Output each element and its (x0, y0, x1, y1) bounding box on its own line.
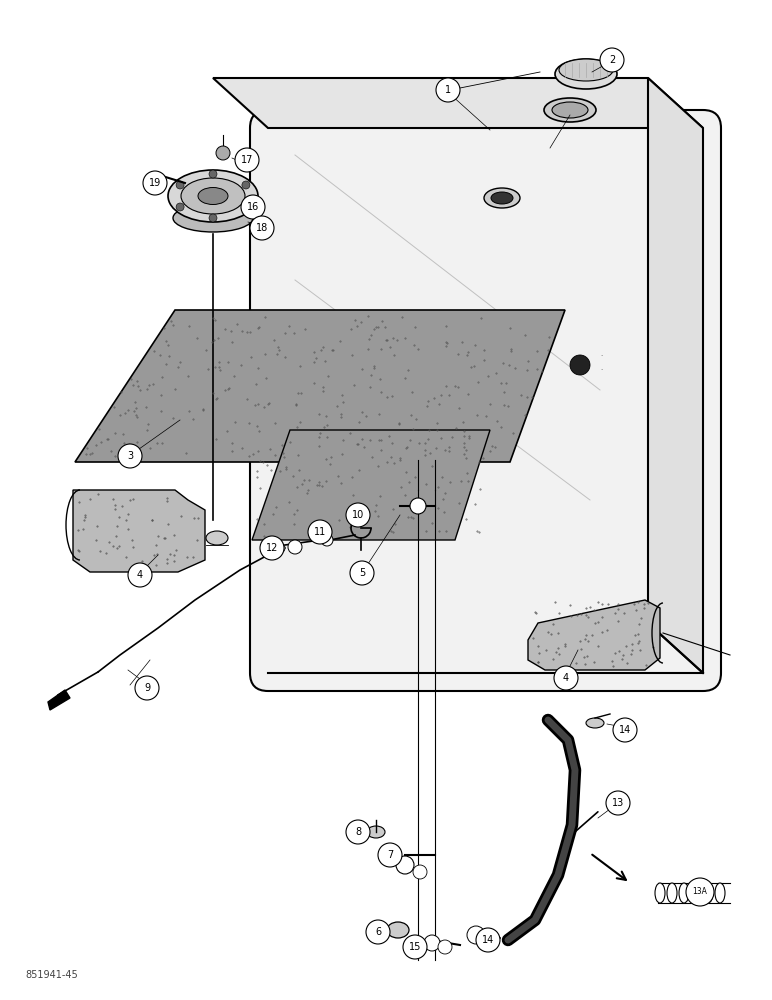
Circle shape (600, 48, 624, 72)
Circle shape (476, 928, 500, 952)
Circle shape (613, 718, 637, 742)
Text: 1: 1 (445, 85, 451, 95)
Circle shape (176, 203, 184, 211)
Polygon shape (73, 490, 205, 572)
Circle shape (241, 195, 265, 219)
Polygon shape (213, 78, 703, 128)
Circle shape (346, 503, 370, 527)
Circle shape (288, 540, 302, 554)
Circle shape (467, 926, 485, 944)
Text: ·: · (600, 353, 602, 359)
Text: 11: 11 (314, 527, 326, 537)
Circle shape (438, 940, 452, 954)
Text: 17: 17 (241, 155, 253, 165)
Polygon shape (528, 600, 660, 670)
Circle shape (396, 856, 414, 874)
Circle shape (242, 203, 250, 211)
Circle shape (321, 534, 333, 546)
Ellipse shape (367, 826, 385, 838)
Text: 3: 3 (127, 451, 133, 461)
Text: 16: 16 (247, 202, 259, 212)
Polygon shape (252, 430, 490, 540)
Text: 5: 5 (359, 568, 365, 578)
Ellipse shape (484, 188, 520, 208)
Circle shape (350, 561, 374, 585)
Text: 851941-45: 851941-45 (25, 970, 78, 980)
Circle shape (242, 181, 250, 189)
Text: 9: 9 (144, 683, 150, 693)
Text: 2: 2 (609, 55, 615, 65)
Text: 6: 6 (375, 927, 381, 937)
Text: 14: 14 (619, 725, 631, 735)
Circle shape (378, 843, 402, 867)
Circle shape (135, 676, 159, 700)
Text: 10: 10 (352, 510, 364, 520)
Polygon shape (48, 690, 70, 710)
Circle shape (176, 181, 184, 189)
Ellipse shape (491, 192, 513, 204)
Ellipse shape (715, 883, 725, 903)
FancyBboxPatch shape (250, 110, 721, 691)
Ellipse shape (679, 883, 689, 903)
Circle shape (410, 498, 426, 514)
Text: 4: 4 (563, 673, 569, 683)
Text: 18: 18 (256, 223, 268, 233)
Ellipse shape (586, 718, 604, 728)
Circle shape (235, 148, 259, 172)
Circle shape (436, 78, 460, 102)
Text: ·: · (600, 367, 602, 373)
Circle shape (128, 563, 152, 587)
Polygon shape (75, 310, 565, 462)
Ellipse shape (655, 883, 665, 903)
Polygon shape (648, 78, 703, 673)
Text: 14: 14 (482, 935, 494, 945)
Text: 4: 4 (137, 570, 143, 580)
Circle shape (346, 820, 370, 844)
Ellipse shape (552, 102, 588, 118)
Ellipse shape (703, 883, 713, 903)
Ellipse shape (206, 531, 228, 545)
Circle shape (686, 878, 714, 906)
Circle shape (554, 666, 578, 690)
Circle shape (366, 920, 390, 944)
Circle shape (216, 146, 230, 160)
Ellipse shape (555, 59, 617, 89)
Circle shape (260, 536, 284, 560)
Circle shape (143, 171, 167, 195)
Circle shape (606, 791, 630, 815)
Ellipse shape (691, 883, 701, 903)
Ellipse shape (559, 59, 613, 81)
Ellipse shape (387, 922, 409, 938)
Circle shape (118, 444, 142, 468)
Ellipse shape (198, 188, 228, 205)
Text: 19: 19 (149, 178, 161, 188)
Circle shape (209, 214, 217, 222)
Circle shape (209, 170, 217, 178)
Text: 7: 7 (387, 850, 393, 860)
Ellipse shape (667, 883, 677, 903)
Circle shape (424, 935, 440, 951)
Circle shape (570, 355, 590, 375)
Circle shape (308, 520, 332, 544)
Text: 8: 8 (355, 827, 361, 837)
Text: 13A: 13A (692, 888, 707, 896)
Text: 12: 12 (266, 543, 278, 553)
Text: 13: 13 (612, 798, 624, 808)
Ellipse shape (173, 204, 253, 232)
Circle shape (403, 935, 427, 959)
Ellipse shape (181, 178, 245, 214)
Text: 15: 15 (409, 942, 422, 952)
Ellipse shape (168, 170, 258, 222)
Circle shape (250, 216, 274, 240)
Circle shape (275, 543, 285, 553)
Circle shape (413, 865, 427, 879)
Ellipse shape (544, 98, 596, 122)
